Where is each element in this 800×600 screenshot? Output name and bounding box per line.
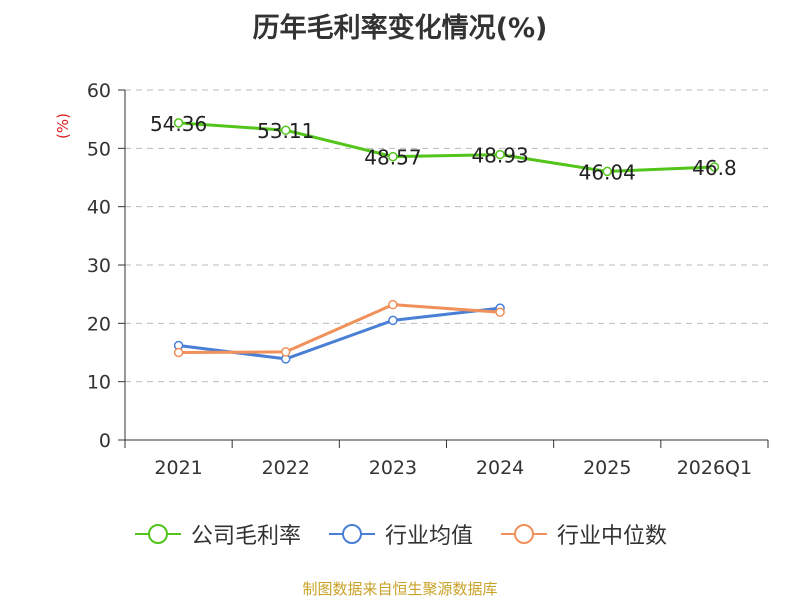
- legend-item-3[interactable]: 行业中位数: [499, 518, 667, 550]
- data-label: 46.8: [692, 156, 737, 180]
- data-label: 54.36: [150, 112, 207, 136]
- axes: 0 10 20 30 40 50 60 2021 2022 2023 2024 2025 2026Q1 (…: [54, 80, 769, 479]
- series-1-point: [709, 162, 720, 172]
- series-3-point: [495, 307, 505, 317]
- legend-item-1[interactable]: 公司毛利率: [133, 518, 301, 550]
- series-line-3: [178, 303, 501, 354]
- x-tick-label: 2026Q1: [677, 457, 752, 479]
- y-tick-label: 10: [87, 372, 111, 394]
- y-tick-label: 60: [87, 80, 111, 102]
- y-tick-label: 0: [99, 430, 111, 452]
- y-tick-label: 20: [87, 313, 111, 335]
- y-unit-label: (%): [54, 113, 72, 139]
- data-label: 48.93: [471, 144, 528, 168]
- series-1-point: [281, 125, 291, 135]
- series-1-point: [495, 149, 505, 160]
- data-label: 48.57: [364, 146, 421, 170]
- legend-swatch-icon: [134, 524, 181, 544]
- legend-swatch-icon: [328, 524, 375, 544]
- data-label: 53.11: [257, 119, 314, 143]
- gridlines: [125, 89, 768, 383]
- series-1-point: [173, 118, 184, 128]
- legend-label: 行业中位数: [557, 524, 668, 549]
- line-chart: 0 10 20 30 40 50 60 2021 2022 2023 2024 2025 2026Q1 (…: [54, 80, 769, 479]
- data-labels: 54.36 53.11 48.57 48.93 46.04 46.8: [150, 112, 737, 185]
- x-tick-label: 2023: [369, 457, 417, 479]
- legend-label: 行业均值: [384, 524, 473, 549]
- series-1-point: [388, 151, 398, 162]
- source-footer: 制图数据来自恒生聚源数据库: [302, 580, 498, 598]
- series: [173, 118, 720, 364]
- x-tick-label: 2021: [154, 457, 202, 479]
- data-label: 46.04: [579, 160, 636, 184]
- x-tick-label: 2022: [262, 457, 310, 479]
- legend: 公司毛利率 行业均值 行业中位数: [0, 518, 800, 550]
- series-2-point: [388, 315, 398, 326]
- series-line-1: [178, 121, 715, 173]
- series-1-point: [602, 166, 612, 177]
- series-3-point: [281, 347, 291, 357]
- chart-title: 历年毛利率变化情况(%): [252, 13, 548, 44]
- legend-label: 公司毛利率: [190, 524, 301, 549]
- legend-swatch-icon: [501, 524, 547, 544]
- y-tick-label: 30: [87, 255, 111, 277]
- legend-item-2[interactable]: 行业均值: [327, 518, 473, 550]
- y-tick-label: 50: [87, 138, 111, 160]
- x-tick-label: 2025: [583, 457, 631, 479]
- y-tick-label: 40: [87, 197, 111, 219]
- series-3-point: [173, 347, 184, 358]
- x-tick-label: 2024: [476, 457, 524, 479]
- series-3-point: [388, 299, 398, 310]
